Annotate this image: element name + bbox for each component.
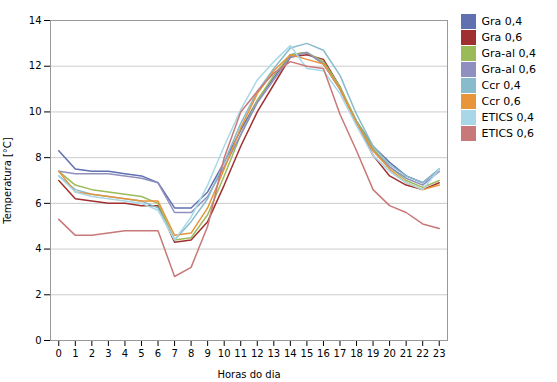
html-text:Gra-al 0,6: Gra-al 0,6 (481, 63, 536, 76)
svg-text:21: 21 (400, 348, 413, 359)
svg-text:17: 17 (334, 348, 347, 359)
svg-text:2: 2 (89, 348, 95, 359)
svg-text:8: 8 (188, 348, 194, 359)
svg-text:14: 14 (284, 348, 297, 359)
svg-text:0: 0 (56, 348, 62, 359)
svg-text:23: 23 (433, 348, 446, 359)
svg-text:3: 3 (105, 348, 111, 359)
svg-text:10: 10 (218, 348, 231, 359)
svg-text:10: 10 (29, 106, 42, 117)
html-text:Ccr 0,4: Ccr 0,4 (481, 79, 521, 92)
svg-text:11: 11 (234, 348, 247, 359)
html-text:Gra 0,6: Gra 0,6 (481, 31, 523, 44)
svg-text:Horas do dia: Horas do dia (217, 369, 280, 380)
svg-text:Temperatura [°C]: Temperatura [°C] (2, 137, 13, 225)
html-text:ETICS 0,4: ETICS 0,4 (481, 111, 535, 124)
svg-text:0: 0 (35, 335, 41, 346)
html-text:Gra 0,4: Gra 0,4 (481, 15, 523, 28)
svg-text:19: 19 (367, 348, 380, 359)
svg-text:9: 9 (204, 348, 210, 359)
svg-text:15: 15 (301, 348, 314, 359)
svg-text:5: 5 (138, 348, 144, 359)
svg-text:4: 4 (122, 348, 128, 359)
svg-text:14: 14 (29, 15, 42, 26)
svg-text:12: 12 (251, 348, 264, 359)
svg-text:7: 7 (171, 348, 177, 359)
svg-text:2: 2 (35, 289, 41, 300)
svg-text:4: 4 (35, 243, 41, 254)
html-text:Ccr 0,6: Ccr 0,6 (481, 95, 521, 108)
svg-text:8: 8 (35, 152, 41, 163)
svg-text:18: 18 (350, 348, 363, 359)
html-text:ETICS 0,6: ETICS 0,6 (481, 127, 535, 140)
svg-text:20: 20 (383, 348, 396, 359)
svg-text:13: 13 (267, 348, 280, 359)
svg-text:6: 6 (35, 198, 41, 209)
svg-text:12: 12 (29, 60, 42, 71)
html-text:Gra-al 0,4: Gra-al 0,4 (481, 47, 536, 60)
svg-text:22: 22 (416, 348, 429, 359)
svg-text:6: 6 (155, 348, 161, 359)
svg-text:16: 16 (317, 348, 330, 359)
svg-text:1: 1 (72, 348, 78, 359)
